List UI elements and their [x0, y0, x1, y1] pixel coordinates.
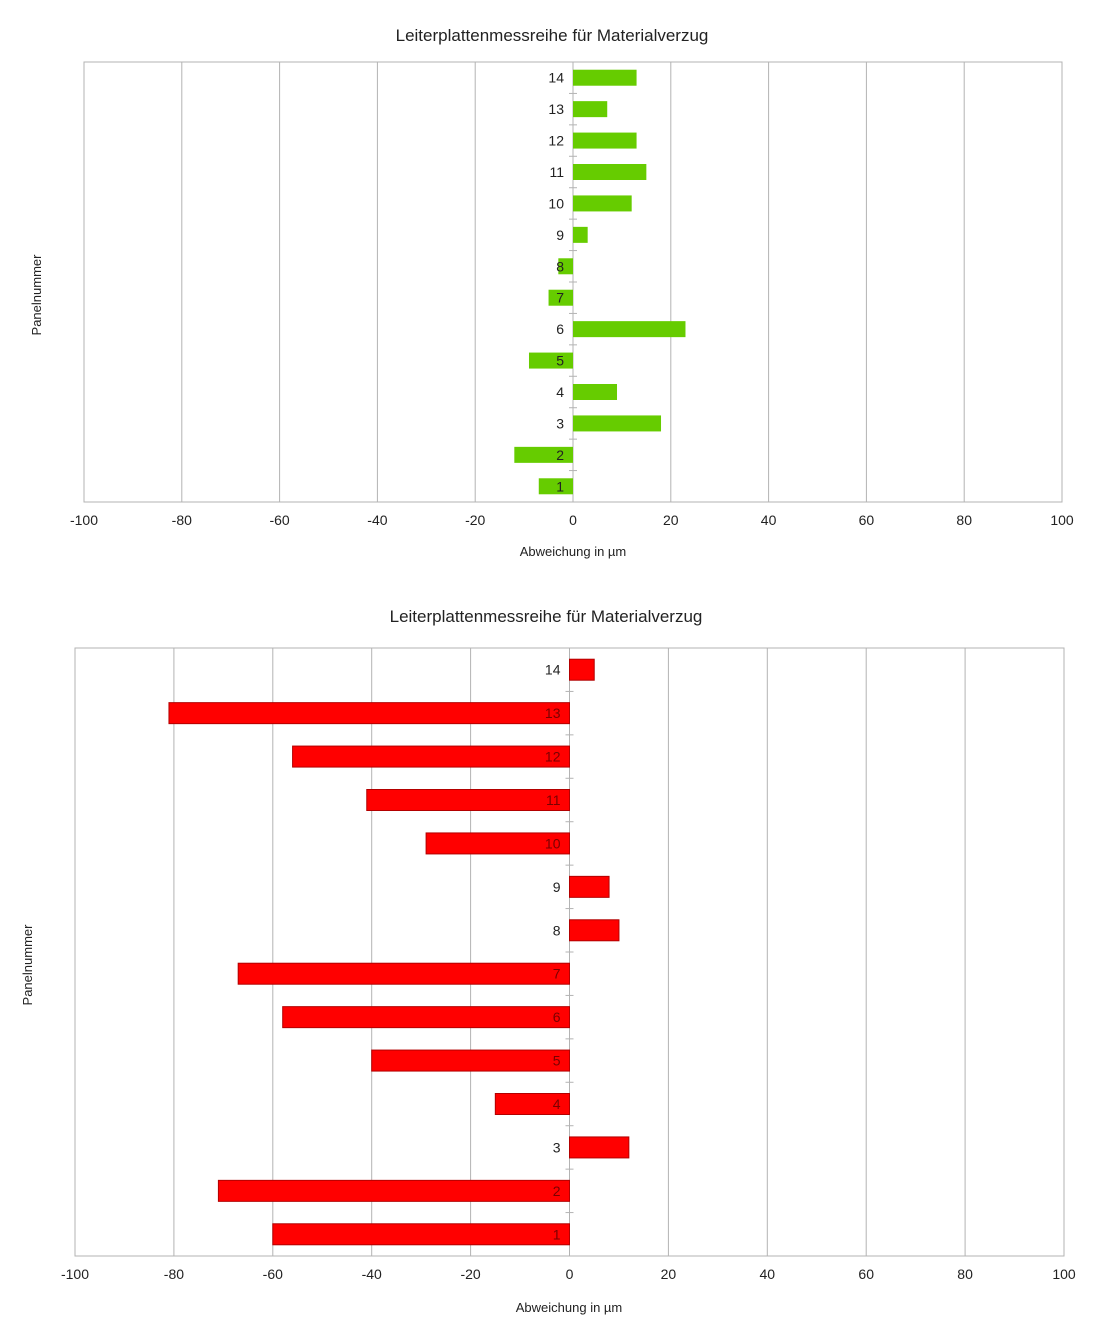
bar-panel-8 [569, 919, 620, 942]
bar-panel-6 [573, 321, 686, 338]
x-tick-label: -20 [460, 1266, 480, 1282]
category-label: 4 [556, 384, 564, 400]
bar-panel-7 [237, 962, 570, 985]
bar-panel-8 [558, 258, 573, 275]
x-tick-label: 100 [1050, 512, 1074, 528]
x-tick-label: 60 [859, 512, 875, 528]
bar-panel-1 [538, 478, 573, 495]
x-tick-labels: -100 -80 -60 -40 -20 0 20 40 60 80 100 [61, 1266, 1076, 1282]
category-label: 2 [556, 447, 564, 463]
x-tick-labels: -100 -80 -60 -40 -20 0 20 40 60 80 100 [70, 512, 1074, 528]
bar-panel-2 [514, 446, 573, 463]
category-label: 12 [545, 749, 561, 765]
bar-panel-12 [292, 745, 570, 768]
category-label: 1 [556, 478, 564, 494]
chart-bottom: Leiterplattenmessreihe für Materialverzu… [20, 607, 1076, 1315]
bars [168, 658, 630, 1246]
x-tick-label: 40 [761, 512, 777, 528]
x-tick-label: 80 [956, 512, 972, 528]
category-label: 12 [548, 133, 564, 149]
bar-panel-14 [569, 658, 595, 681]
bar-panel-7 [548, 289, 573, 306]
x-tick-label: 0 [566, 1266, 574, 1282]
category-label: 5 [553, 1053, 561, 1069]
category-label: 4 [553, 1096, 561, 1112]
x-tick-label: 60 [858, 1266, 874, 1282]
y-axis-title: Panelnummer [20, 924, 35, 1006]
bar-panel-9 [573, 226, 588, 243]
x-tick-label: -100 [70, 512, 98, 528]
bars [514, 69, 686, 495]
bar-panel-13 [168, 702, 571, 725]
chart-title: Leiterplattenmessreihe für Materialverzu… [396, 26, 709, 45]
x-tick-label: -60 [263, 1266, 283, 1282]
category-label: 7 [553, 966, 561, 982]
x-tick-label: -80 [172, 512, 192, 528]
bar-panel-3 [573, 415, 662, 432]
bar-panel-11 [573, 164, 647, 180]
category-label: 1 [553, 1226, 561, 1242]
bar-panel-11 [366, 789, 570, 811]
x-tick-label: 40 [760, 1266, 776, 1282]
category-label: 13 [548, 101, 564, 117]
category-label: 11 [549, 164, 564, 180]
bar-panel-10 [425, 832, 570, 855]
bar-panel-1 [272, 1223, 570, 1246]
bar-panel-5 [371, 1049, 571, 1072]
chart-top: Leiterplattenmessreihe für Materialverzu… [29, 26, 1074, 559]
bar-panel-13 [573, 101, 608, 118]
category-label: 14 [548, 70, 564, 86]
x-tick-label: -100 [61, 1266, 89, 1282]
x-tick-label: 80 [957, 1266, 973, 1282]
x-tick-label: -80 [164, 1266, 184, 1282]
category-label: 14 [545, 662, 561, 678]
chart-title: Leiterplattenmessreihe für Materialverzu… [390, 607, 703, 626]
bar-panel-4 [494, 1093, 571, 1115]
category-label: 6 [556, 321, 564, 337]
category-label: 8 [556, 258, 564, 274]
category-label: 6 [553, 1009, 561, 1025]
category-label: 2 [553, 1183, 561, 1199]
y-axis-title: Panelnummer [29, 254, 44, 336]
bar-panel-5 [528, 352, 573, 369]
category-label: 11 [546, 792, 561, 808]
bar-panel-9 [569, 875, 610, 898]
category-label: 8 [553, 922, 561, 938]
category-label: 10 [548, 195, 564, 211]
category-label: 10 [545, 835, 561, 851]
category-label: 3 [553, 1139, 561, 1155]
x-tick-label: 20 [661, 1266, 677, 1282]
x-tick-label: -40 [367, 512, 387, 528]
x-axis-title: Abweichung in µm [520, 544, 627, 559]
category-label: 5 [556, 353, 564, 369]
x-tick-label: -60 [269, 512, 289, 528]
category-label: 13 [545, 705, 561, 721]
category-label: 9 [553, 879, 561, 895]
bar-panel-6 [282, 1006, 570, 1029]
x-axis-title: Abweichung in µm [516, 1300, 623, 1315]
bar-panel-4 [573, 384, 618, 400]
bar-panel-14 [573, 69, 637, 86]
x-tick-label: -20 [465, 512, 485, 528]
x-tick-label: 100 [1052, 1266, 1076, 1282]
x-tick-label: -40 [362, 1266, 382, 1282]
bar-panel-2 [217, 1179, 570, 1202]
bar-panel-12 [573, 132, 637, 149]
bar-panel-3 [569, 1136, 630, 1159]
x-tick-label: 0 [569, 512, 577, 528]
category-label: 3 [556, 415, 564, 431]
x-tick-label: 20 [663, 512, 679, 528]
category-label: 9 [556, 227, 564, 243]
category-label: 7 [556, 290, 564, 306]
bar-panel-10 [573, 195, 632, 212]
